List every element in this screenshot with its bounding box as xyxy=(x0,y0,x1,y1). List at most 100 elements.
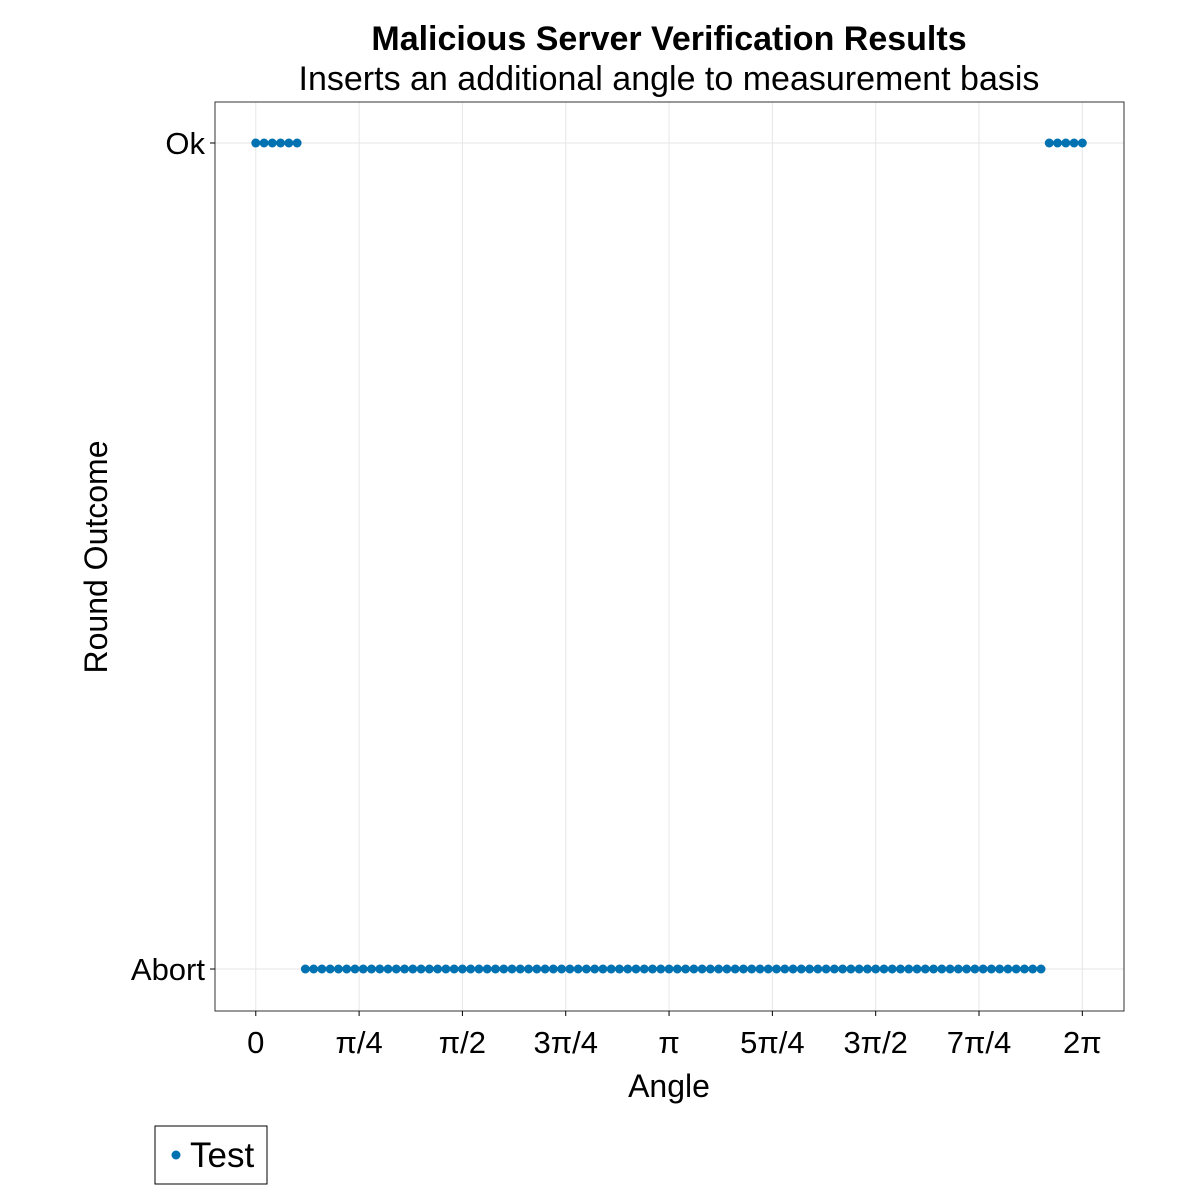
data-point xyxy=(772,964,782,974)
data-point xyxy=(333,964,343,974)
data-point xyxy=(755,964,765,974)
data-point xyxy=(300,964,310,974)
data-point xyxy=(871,964,881,974)
data-point xyxy=(276,138,286,148)
data-point xyxy=(309,964,319,974)
data-point xyxy=(1044,138,1054,148)
data-point xyxy=(722,964,732,974)
data-point xyxy=(342,964,352,974)
data-point xyxy=(1028,964,1038,974)
data-point xyxy=(689,964,699,974)
data-point xyxy=(366,964,376,974)
data-point xyxy=(648,964,658,974)
x-tick-label: 2π xyxy=(1063,1025,1102,1060)
y-tick-label: Ok xyxy=(165,126,205,161)
data-point xyxy=(383,964,393,974)
chart-title: Malicious Server Verification Results xyxy=(371,20,966,58)
data-point xyxy=(557,964,567,974)
data-point xyxy=(805,964,815,974)
legend-label-test: Test xyxy=(190,1136,254,1175)
data-point xyxy=(838,964,848,974)
data-point xyxy=(267,138,277,148)
data-point xyxy=(457,964,467,974)
data-point xyxy=(375,964,385,974)
data-point xyxy=(391,964,401,974)
x-tick-label: 0 xyxy=(247,1025,264,1060)
data-point xyxy=(912,964,922,974)
data-point xyxy=(548,964,558,974)
data-point xyxy=(929,964,939,974)
data-point xyxy=(598,964,608,974)
data-point xyxy=(953,964,963,974)
data-point xyxy=(284,138,294,148)
data-point xyxy=(862,964,872,974)
data-point xyxy=(705,964,715,974)
data-point xyxy=(672,964,682,974)
data-point xyxy=(358,964,368,974)
data-point xyxy=(590,964,600,974)
data-point xyxy=(490,964,500,974)
data-point xyxy=(400,964,410,974)
data-point xyxy=(408,964,418,974)
data-point xyxy=(325,964,335,974)
x-tick-label: 5π/4 xyxy=(740,1025,804,1060)
data-point xyxy=(945,964,955,974)
data-point xyxy=(697,964,707,974)
data-point xyxy=(441,964,451,974)
data-point xyxy=(639,964,649,974)
data-point xyxy=(581,964,591,974)
data-point xyxy=(763,964,773,974)
data-point xyxy=(920,964,930,974)
data-point xyxy=(813,964,823,974)
data-point xyxy=(606,964,616,974)
data-point xyxy=(1011,964,1021,974)
data-point xyxy=(482,964,492,974)
data-point xyxy=(474,964,484,974)
data-point xyxy=(317,964,327,974)
data-point xyxy=(846,964,856,974)
data-point xyxy=(714,964,724,974)
data-point xyxy=(1061,138,1071,148)
legend: Test xyxy=(154,1125,268,1185)
data-point xyxy=(879,964,889,974)
axes: 0 π/4 π/2 3π/4 π 5π/4 3π/2 7π/4 2π Abort Ok xyxy=(131,126,1102,1060)
data-point xyxy=(962,964,972,974)
data-point xyxy=(1077,138,1087,148)
x-tick-label: π/4 xyxy=(335,1025,382,1060)
data-point xyxy=(251,138,261,148)
data-point xyxy=(970,964,980,974)
data-point xyxy=(738,964,748,974)
data-point xyxy=(350,964,360,974)
data-point xyxy=(788,964,798,974)
data-point xyxy=(895,964,905,974)
data-point xyxy=(730,964,740,974)
x-tick-label: 7π/4 xyxy=(947,1025,1011,1060)
data-point xyxy=(540,964,550,974)
grid xyxy=(215,102,1124,1011)
data-point xyxy=(796,964,806,974)
data-point xyxy=(656,964,666,974)
data-point xyxy=(631,964,641,974)
data-point xyxy=(978,964,988,974)
data-point xyxy=(937,964,947,974)
data-point xyxy=(887,964,897,974)
data-point xyxy=(995,964,1005,974)
data-point xyxy=(565,964,575,974)
data-point xyxy=(1019,964,1029,974)
chart-subtitle: Inserts an additional angle to measureme… xyxy=(299,60,1040,98)
x-tick-label: 3π/4 xyxy=(533,1025,597,1060)
data-point xyxy=(623,964,633,974)
data-point xyxy=(416,964,426,974)
x-tick-label: π xyxy=(658,1025,679,1060)
x-tick-label: 3π/2 xyxy=(843,1025,907,1060)
data-point xyxy=(681,964,691,974)
data-points xyxy=(251,138,1087,974)
data-point xyxy=(821,964,831,974)
data-point xyxy=(292,138,302,148)
data-point xyxy=(986,964,996,974)
data-point xyxy=(433,964,443,974)
data-point xyxy=(747,964,757,974)
data-point xyxy=(515,964,525,974)
data-point xyxy=(466,964,476,974)
